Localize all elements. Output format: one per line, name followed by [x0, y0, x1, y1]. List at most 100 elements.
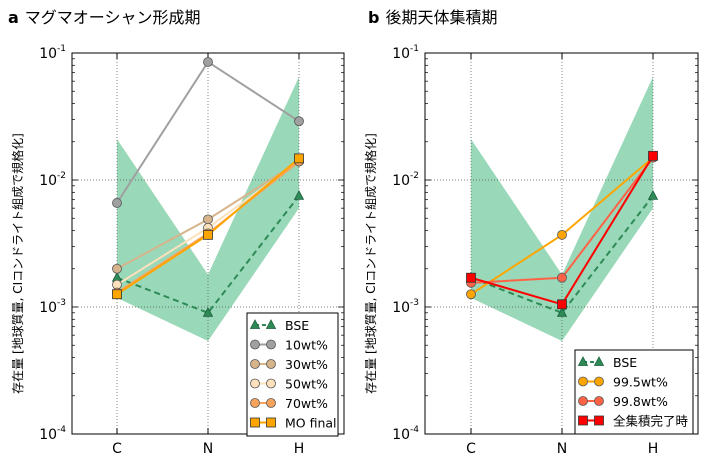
panel-b-letter: b	[368, 8, 380, 27]
data-point	[112, 263, 122, 274]
data-point	[112, 198, 122, 208]
series-10wt%	[112, 57, 304, 208]
data-point	[557, 299, 567, 310]
y-axis-label: 存在量 [地球質量, CIコンドライト組成で規格化]	[10, 133, 25, 394]
legend-marker	[578, 396, 588, 406]
data-point	[203, 57, 213, 67]
y-tick-exponent: -3	[410, 298, 419, 308]
data-point	[556, 306, 568, 317]
y-tick-label: 10-2	[39, 171, 66, 189]
legend-label: 99.5wt%	[613, 375, 668, 390]
legend-marker	[250, 398, 260, 408]
panel-b-title-text: 後期天体集積期	[385, 8, 498, 27]
panel-a-letter: a	[8, 8, 19, 27]
axes-frame	[71, 52, 345, 435]
y-tick-base: 10	[39, 427, 57, 443]
y-tick-label: 10-1	[39, 44, 66, 62]
data-point	[557, 229, 567, 240]
legend-label: 99.8wt%	[613, 394, 668, 409]
legend-label: 70wt%	[285, 396, 328, 411]
legend-box	[246, 312, 339, 437]
legend-label: 全集積完了時	[613, 414, 689, 429]
legend: BSE 99.5wt% 99.8wt% 全集積完了時	[574, 349, 694, 435]
data-point	[294, 116, 304, 127]
y-tick-exponent: -1	[410, 44, 419, 54]
panel-a-title-text: マグマオーシャン形成期	[24, 8, 201, 27]
legend-label: MO final	[285, 416, 337, 431]
legend-marker	[249, 319, 261, 329]
series-line	[470, 195, 654, 315]
legend-label: BSE	[613, 355, 637, 370]
legend-marker	[593, 356, 605, 366]
data-point	[293, 190, 305, 200]
axes-frame	[424, 52, 699, 435]
data-point	[466, 289, 476, 300]
legend-marker	[266, 417, 276, 428]
data-point	[557, 272, 567, 283]
y-tick-exponent: -3	[57, 298, 66, 308]
data-point	[202, 306, 214, 317]
y-tick-label: 10-2	[392, 171, 419, 189]
data-point	[466, 272, 476, 283]
y-axis-label: 存在量 [地球質量, CIコンドライト組成で規格化]	[363, 133, 378, 394]
series-BSE	[111, 190, 305, 317]
legend-marker	[266, 398, 276, 408]
y-tick-exponent: -4	[57, 425, 66, 435]
legend-marker	[577, 356, 589, 366]
legend-marker	[266, 378, 276, 389]
legend-marker	[265, 319, 277, 329]
panel-b-title: b 後期天体集積期	[368, 4, 497, 28]
x-tick-label: C	[112, 441, 122, 457]
data-point	[647, 190, 659, 200]
y-tick-label: 10-1	[392, 44, 419, 62]
legend-marker	[250, 339, 260, 350]
series-全集積完了時	[466, 150, 658, 310]
y-tick-label: 10-3	[392, 298, 419, 316]
x-tick-label: H	[648, 441, 659, 457]
x-tick-label: H	[294, 441, 305, 457]
data-point	[294, 153, 304, 164]
y-tick-base: 10	[392, 427, 410, 443]
legend-marker	[578, 376, 588, 387]
legend-marker	[594, 396, 604, 406]
y-tick-exponent: -4	[410, 425, 419, 435]
y-tick-base: 10	[392, 300, 410, 316]
legend-marker	[594, 376, 604, 387]
legend-label: 50wt%	[285, 377, 328, 392]
legend-marker	[266, 339, 276, 350]
y-tick-label: 10-4	[392, 425, 419, 443]
y-tick-base: 10	[392, 46, 410, 62]
data-point	[203, 229, 213, 240]
y-tick-base: 10	[392, 173, 410, 189]
panel-a-title: a マグマオーシャン形成期	[8, 4, 200, 28]
series-MO final	[112, 153, 304, 300]
legend: BSE 10wt% 30wt% 50wt% 70wt% MO final	[246, 312, 339, 437]
legend-marker	[578, 415, 588, 426]
legend-label: 30wt%	[285, 357, 328, 372]
uncertainty-band	[471, 76, 653, 341]
uncertainty-band	[117, 76, 299, 341]
y-tick-exponent: -1	[57, 44, 66, 54]
legend-marker	[594, 415, 604, 426]
data-point	[203, 214, 213, 225]
x-tick-label: C	[466, 441, 476, 457]
legend-marker	[266, 359, 276, 369]
x-tick-label: N	[203, 441, 213, 457]
x-tick-label: N	[557, 441, 567, 457]
y-tick-exponent: -2	[57, 171, 66, 181]
legend-label: 10wt%	[285, 338, 328, 353]
data-point	[648, 150, 658, 161]
y-tick-label: 10-3	[39, 298, 66, 316]
y-tick-exponent: -2	[410, 171, 419, 181]
legend-label: BSE	[285, 318, 309, 333]
y-tick-base: 10	[39, 173, 57, 189]
legend-marker	[250, 417, 260, 428]
legend-marker	[250, 359, 260, 369]
y-tick-label: 10-4	[39, 425, 66, 443]
y-tick-base: 10	[39, 300, 57, 316]
data-point	[112, 289, 122, 300]
